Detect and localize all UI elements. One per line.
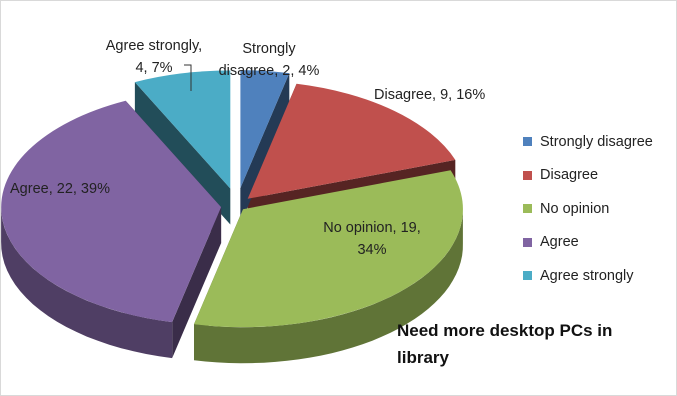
legend: Strongly disagree Disagree No opinion Ag… bbox=[523, 125, 653, 293]
legend-item-no-opinion: No opinion bbox=[523, 192, 653, 226]
pie-slice-no-opinion bbox=[194, 170, 463, 328]
legend-label: No opinion bbox=[540, 200, 610, 217]
legend-swatch bbox=[523, 237, 532, 247]
pie-side-no-opinion bbox=[194, 207, 463, 364]
data-label-line: Disagree, 9, 16% bbox=[374, 87, 485, 103]
data-label-agree-strongly: Agree strongly, 4, 7% bbox=[106, 38, 202, 76]
data-label-line: 34% bbox=[357, 242, 386, 258]
legend-item-agree: Agree bbox=[523, 226, 653, 260]
data-label-line: No opinion, 19, bbox=[323, 220, 421, 236]
pie-slice-agree-strongly bbox=[134, 70, 231, 189]
data-label-line: Agree strongly, bbox=[106, 38, 202, 54]
data-label-line: disagree, 2, 4% bbox=[219, 63, 320, 79]
legend-swatch bbox=[523, 204, 532, 214]
pie-slice-disagree bbox=[247, 83, 456, 199]
data-label-strongly-disagree: Strongly disagree, 2, 4% bbox=[219, 41, 320, 79]
chart-title: Need more desktop PCs in library bbox=[397, 321, 613, 367]
data-label-disagree: Disagree, 9, 16% bbox=[374, 87, 485, 103]
pie-cut-agree-0 bbox=[172, 207, 222, 359]
legend-swatch bbox=[523, 271, 532, 281]
legend-label: Disagree bbox=[540, 167, 599, 184]
data-label-no-opinion: No opinion, 19, 34% bbox=[323, 220, 421, 258]
pie-slice-agree bbox=[1, 100, 222, 323]
legend-swatch bbox=[523, 170, 532, 180]
legend-label: Agree bbox=[540, 234, 579, 251]
pie-tops-group bbox=[1, 70, 463, 328]
legend-item-disagree: Disagree bbox=[523, 159, 653, 193]
legend-swatch bbox=[523, 137, 532, 147]
legend-item-agree-strongly: Agree strongly bbox=[523, 259, 653, 293]
pie-cut-agree-strongly-0 bbox=[134, 82, 231, 225]
data-labels-group: Strongly disagree, 2, 4% Disagree, 9, 16% N… bbox=[10, 38, 485, 258]
legend-item-strongly-disagree: Strongly disagree bbox=[523, 125, 653, 159]
pie-slice-strongly-disagree bbox=[240, 70, 290, 189]
legend-label: Strongly disagree bbox=[540, 133, 653, 150]
data-label-line: Agree, 22, 39% bbox=[10, 181, 110, 197]
leader-line bbox=[184, 64, 192, 91]
data-label-line: Strongly bbox=[242, 41, 296, 57]
pie-side-agree bbox=[1, 205, 173, 359]
pie-cut-strongly-disagree-1 bbox=[240, 73, 290, 225]
legend-label: Agree strongly bbox=[540, 267, 634, 284]
data-label-agree: Agree, 22, 39% bbox=[10, 181, 110, 197]
data-label-line: 4, 7% bbox=[135, 60, 172, 76]
